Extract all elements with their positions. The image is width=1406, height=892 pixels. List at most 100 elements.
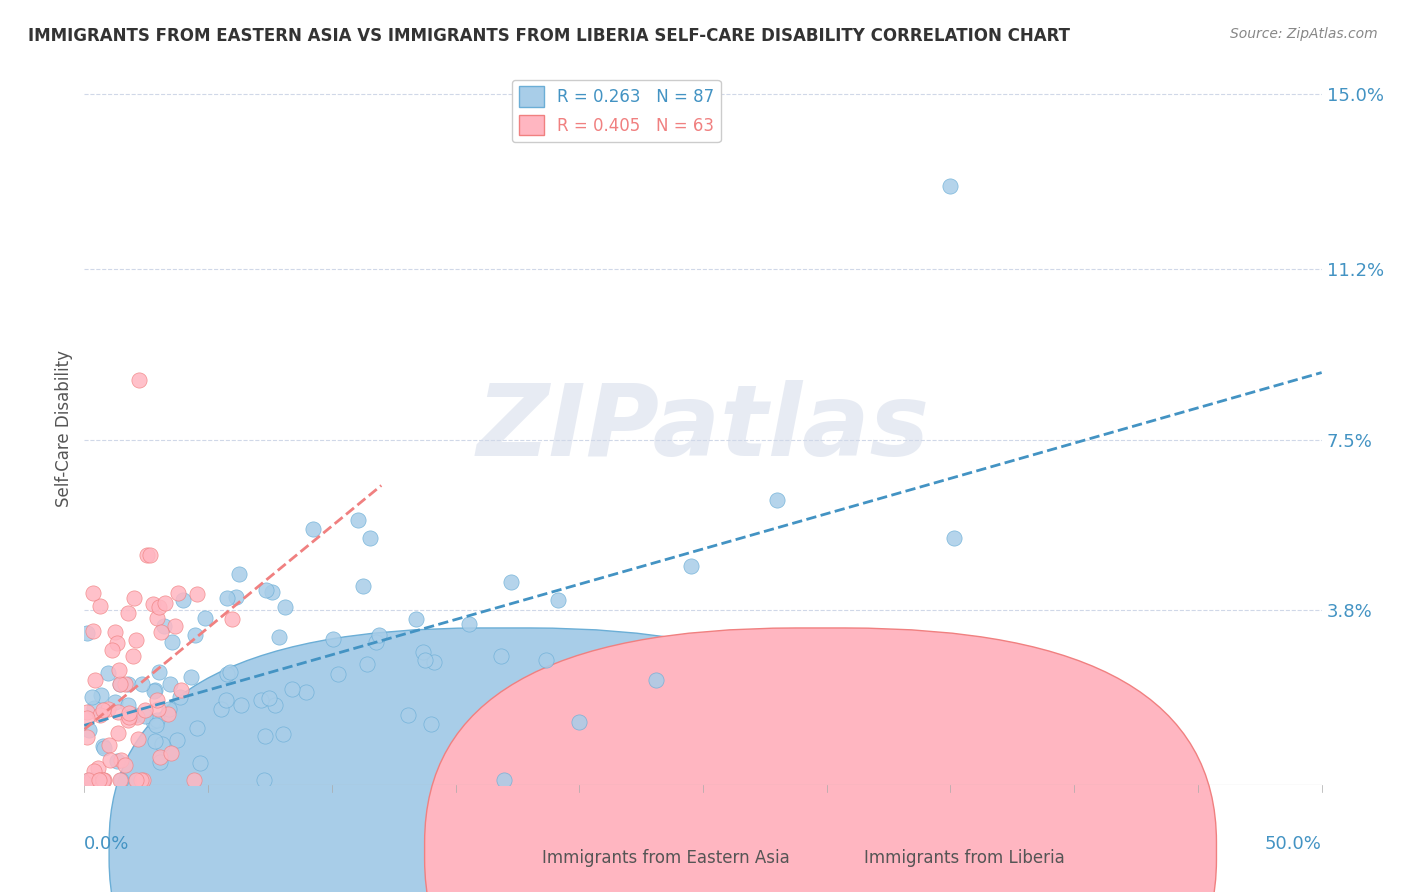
Point: [146, 693, 169, 707]
Point: [359, 531, 381, 545]
Point: [83, 700, 105, 714]
Point: [157, 702, 180, 716]
Point: [172, 593, 194, 607]
Point: [76, 705, 98, 719]
Point: [87, 761, 110, 775]
Point: [366, 635, 388, 649]
Point: [87, 773, 110, 788]
Point: [93, 741, 115, 756]
Point: [766, 492, 789, 507]
Point: [122, 591, 145, 606]
Point: [89, 773, 111, 788]
Point: [209, 702, 232, 716]
Point: [167, 585, 190, 599]
Point: [145, 718, 167, 732]
Point: [188, 756, 211, 770]
Point: [114, 677, 136, 691]
Point: [419, 716, 441, 731]
Point: [170, 682, 193, 697]
Point: [108, 677, 131, 691]
Point: [107, 705, 129, 719]
Point: [347, 513, 370, 527]
Point: [257, 690, 280, 705]
Point: [367, 628, 389, 642]
Point: [82, 773, 104, 788]
Point: [143, 733, 166, 747]
Point: [148, 599, 170, 614]
Point: [82, 624, 104, 639]
Point: [136, 548, 159, 562]
Point: [97, 665, 120, 680]
Text: Immigrants from Eastern Asia: Immigrants from Eastern Asia: [543, 849, 790, 867]
Point: [183, 773, 205, 788]
Point: [76, 730, 98, 744]
Point: [150, 737, 173, 751]
Point: [153, 619, 176, 633]
Point: [163, 619, 186, 633]
Point: [104, 695, 127, 709]
Point: [253, 729, 276, 743]
Point: [89, 772, 111, 787]
Point: [98, 738, 121, 752]
Point: [228, 566, 250, 581]
Point: [76, 711, 98, 725]
Point: [114, 758, 136, 772]
Point: [160, 635, 183, 649]
Point: [250, 693, 273, 707]
Point: [302, 522, 325, 536]
Point: [98, 753, 121, 767]
Point: [153, 596, 176, 610]
Point: [149, 750, 172, 764]
Point: [225, 591, 247, 605]
Text: ZIPatlas: ZIPatlas: [477, 380, 929, 476]
Point: [134, 709, 156, 723]
Point: [84, 673, 107, 687]
Point: [127, 731, 149, 746]
Point: [412, 645, 434, 659]
Point: [568, 714, 591, 729]
Point: [184, 628, 207, 642]
Point: [939, 179, 962, 194]
Text: IMMIGRANTS FROM EASTERN ASIA VS IMMIGRANTS FROM LIBERIA SELF-CARE DISABILITY COR: IMMIGRANTS FROM EASTERN ASIA VS IMMIGRAN…: [28, 27, 1070, 45]
Point: [295, 684, 318, 698]
Point: [83, 764, 105, 779]
Point: [131, 677, 153, 691]
Point: [117, 607, 139, 621]
Point: [281, 681, 304, 696]
Point: [124, 708, 146, 723]
Point: [413, 653, 436, 667]
Point: [499, 574, 522, 589]
Point: [149, 624, 172, 639]
Point: [125, 772, 148, 787]
Point: [219, 665, 242, 680]
Point: [942, 531, 965, 545]
Point: [142, 598, 165, 612]
Point: [128, 373, 150, 387]
Point: [326, 667, 349, 681]
Point: [322, 632, 344, 646]
Point: [91, 773, 114, 788]
Point: [260, 584, 283, 599]
Point: [396, 708, 419, 723]
Point: [263, 698, 285, 712]
Point: [422, 655, 444, 669]
Point: [269, 631, 291, 645]
Point: [143, 682, 166, 697]
Point: [231, 698, 253, 712]
Point: [157, 707, 180, 722]
Point: [547, 593, 569, 607]
Point: [127, 710, 149, 724]
Legend: R = 0.263   N = 87, R = 0.405   N = 63: R = 0.263 N = 87, R = 0.405 N = 63: [512, 79, 721, 142]
Point: [186, 587, 208, 601]
Point: [458, 617, 481, 632]
Point: [107, 663, 129, 677]
Point: [139, 549, 162, 563]
Point: [117, 677, 139, 691]
Point: [118, 706, 141, 720]
Point: [97, 701, 120, 715]
Point: [101, 643, 124, 657]
Point: [489, 648, 512, 663]
Point: [107, 726, 129, 740]
Point: [125, 632, 148, 647]
Point: [89, 599, 111, 613]
